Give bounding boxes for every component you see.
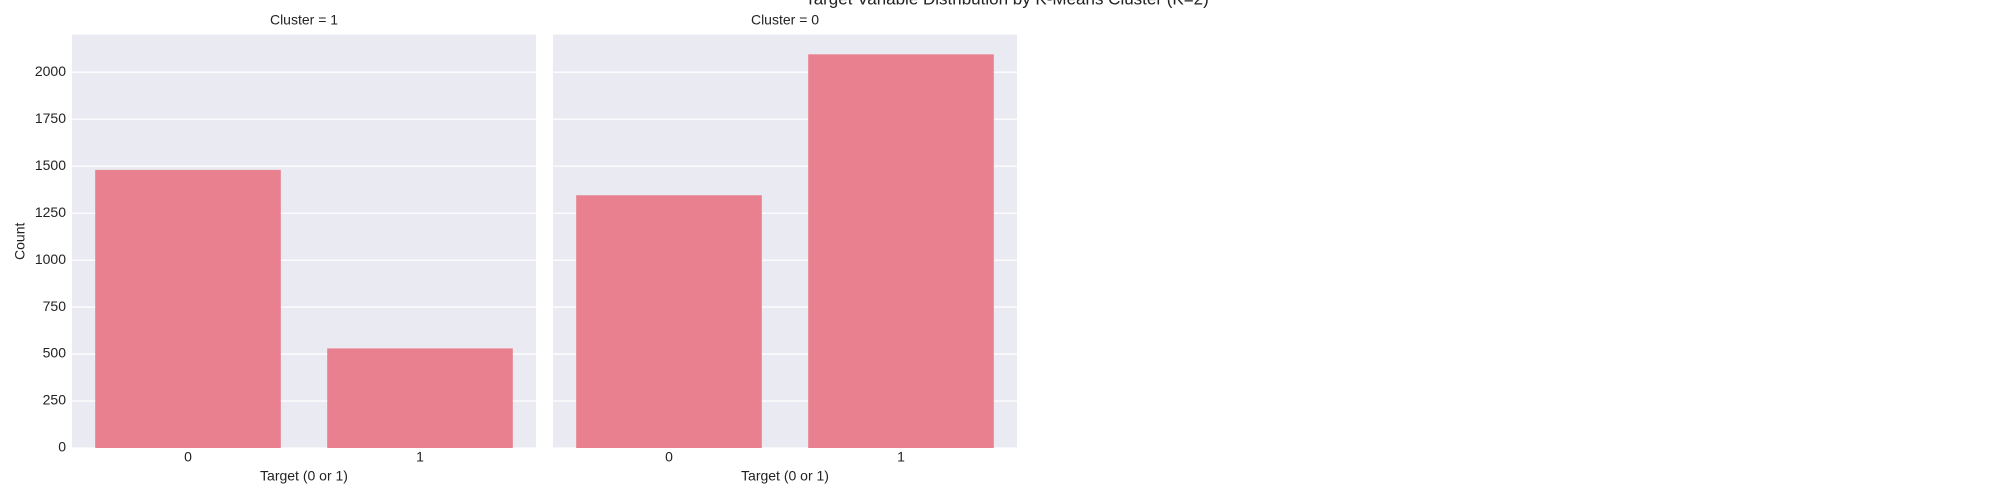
y-tick-label: 500 (43, 345, 67, 361)
bar (327, 348, 513, 448)
x-tick-label: 0 (184, 449, 192, 465)
y-tick-label: 0 (58, 439, 66, 455)
y-tick-label: 2000 (35, 63, 66, 79)
y-tick-label: 1500 (35, 157, 66, 173)
y-tick-label: 1750 (35, 110, 66, 126)
y-axis-label: Count (12, 223, 28, 260)
bar (576, 195, 762, 448)
y-tick-label: 250 (43, 392, 67, 408)
y-tick-label: 1000 (35, 251, 66, 267)
bar (808, 54, 994, 449)
panel-title: Cluster = 1 (270, 12, 338, 28)
x-tick-label: 0 (665, 449, 673, 465)
bar (95, 169, 281, 449)
y-tick-label: 750 (43, 298, 67, 314)
x-axis-label: Target (0 or 1) (741, 468, 829, 484)
x-tick-label: 1 (897, 449, 905, 465)
x-axis-label: Target (0 or 1) (260, 468, 348, 484)
y-tick-label: 1250 (35, 204, 66, 220)
panel-title: Cluster = 0 (751, 12, 819, 28)
figure-title: Target Variable Distribution by K-Means … (805, 0, 1209, 8)
x-tick-label: 1 (416, 449, 424, 465)
